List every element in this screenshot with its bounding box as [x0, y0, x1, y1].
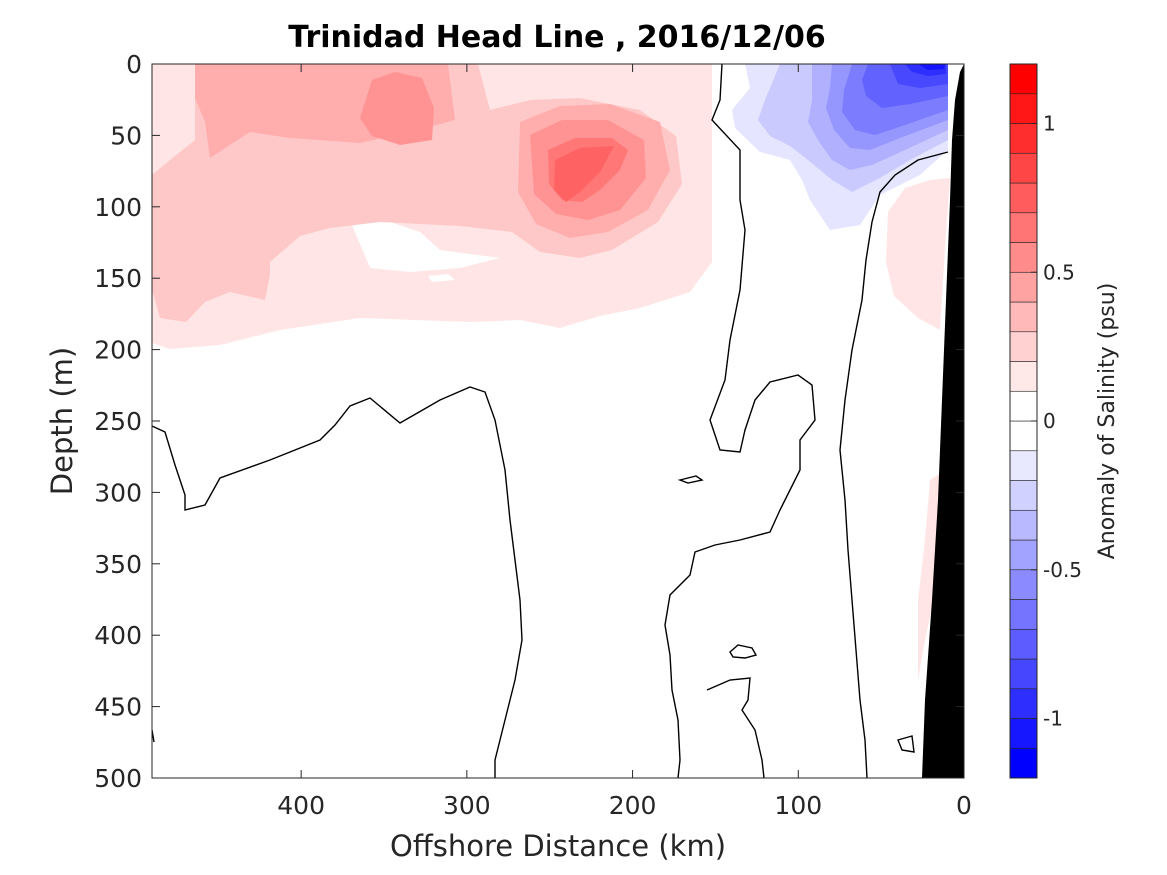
y-tick-label: 50 — [110, 121, 142, 150]
y-tick-label: 400 — [94, 621, 142, 650]
colorbar-level-swatch — [1009, 242, 1038, 273]
y-tick-label: 250 — [94, 407, 142, 436]
colorbar-level-swatch — [1009, 123, 1038, 154]
colorbar-level-swatch — [1009, 301, 1038, 333]
x-tick-label: 200 — [609, 791, 657, 820]
colorbar-level-swatch — [1009, 152, 1038, 184]
y-axis-label: Depth (m) — [45, 347, 79, 495]
colorbar-tick-label: 0 — [1043, 409, 1056, 433]
colorbar-level-swatch — [1009, 331, 1038, 362]
x-tick-label: 100 — [774, 791, 822, 820]
y-tick-label: 150 — [94, 264, 142, 293]
colorbar-label: Anomaly of Salinity (psu) — [1095, 283, 1120, 560]
y-tick-label: 300 — [94, 478, 142, 507]
y-tick-label: 350 — [94, 550, 142, 579]
positive-contour-fill-nearshore — [886, 178, 950, 330]
colorbar-level-swatch — [1009, 390, 1038, 422]
colorbar-level-swatch — [1009, 718, 1038, 749]
colorbar-level-swatch — [1009, 93, 1038, 124]
x-tick-label: 400 — [277, 791, 325, 820]
colorbar-tick-label: -1 — [1043, 707, 1063, 731]
colorbar-level-swatch — [1009, 182, 1038, 214]
colorbar-level-swatch — [1009, 688, 1038, 719]
y-tick-label: 100 — [94, 193, 142, 222]
negative-contour-fill-0-9 — [918, 64, 945, 70]
colorbar-tick-label: 1 — [1043, 112, 1056, 136]
x-tick-label: 0 — [956, 791, 972, 820]
colorbar-level-swatch — [1009, 480, 1038, 511]
colorbar: 1 0.5 0 -0.5 -1 — [1009, 63, 1082, 779]
colorbar-frame — [1009, 63, 1038, 779]
positive-contour-fill-0-4 — [360, 72, 434, 145]
zero-pocket — [302, 212, 500, 272]
plot-area — [152, 64, 964, 778]
y-tick-label: 200 — [94, 336, 142, 365]
x-axis-label: Offshore Distance (km) — [390, 829, 726, 863]
colorbar-level-swatch — [1009, 599, 1038, 630]
colorbar-level-swatch — [1009, 569, 1038, 600]
x-tick-label: 300 — [443, 791, 491, 820]
colorbar-level-swatch — [1009, 212, 1038, 243]
colorbar-level-swatch — [1009, 509, 1038, 541]
colorbar-tick-label: 0.5 — [1043, 260, 1075, 284]
land-mask — [922, 64, 964, 778]
colorbar-level-swatch — [1009, 747, 1038, 779]
positive-contour-fill-0-3c — [165, 168, 192, 268]
chart-title: Trinidad Head Line , 2016/12/06 — [288, 20, 825, 55]
colorbar-level-swatch — [1009, 450, 1038, 481]
positive-contour-fill-0-6 — [554, 146, 614, 202]
colorbar-tick-label: -0.5 — [1043, 558, 1082, 582]
colorbar-level-swatch — [1009, 361, 1038, 392]
colorbar-level-swatch — [1009, 420, 1038, 452]
zero-contour-lines — [152, 64, 949, 778]
y-tick-label: 0 — [126, 50, 142, 79]
y-tick-label: 450 — [94, 693, 142, 722]
colorbar-level-swatch — [1009, 63, 1038, 95]
colorbar-level-swatch — [1009, 658, 1038, 690]
zero-pocket-small — [428, 274, 455, 282]
axis-ticks: 400 300 200 100 0 0 50 100 150 200 250 300 350 400 450… — [94, 50, 972, 820]
y-tick-label: 500 — [94, 764, 142, 793]
colorbar-level-swatch — [1009, 628, 1038, 660]
colorbar-level-swatch — [1009, 539, 1038, 571]
colorbar-level-swatch — [1009, 271, 1038, 303]
